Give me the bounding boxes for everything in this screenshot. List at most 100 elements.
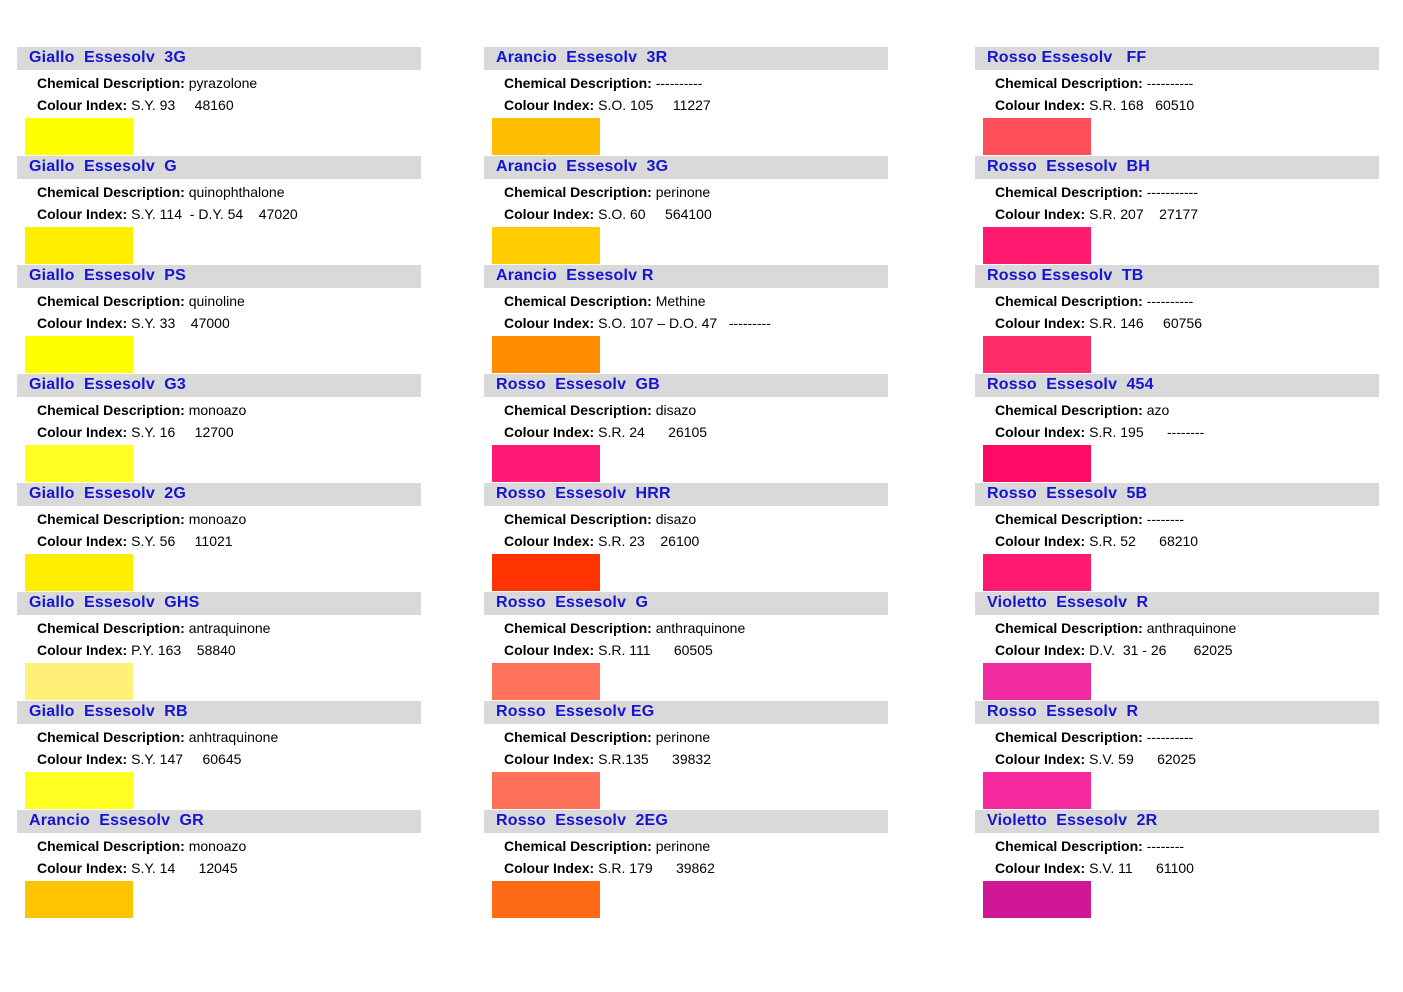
- dye-header-bar: Rosso Essesolv 5B: [975, 483, 1379, 506]
- chemical-description-value: antraquinone: [188, 620, 271, 636]
- chemical-description-value: ----------: [1146, 729, 1194, 745]
- colour-index-label: Colour Index:: [504, 860, 595, 876]
- dye-header-bar: Violetto Essesolv 2R: [975, 810, 1379, 833]
- dye-name: Rosso Essesolv HRR: [496, 485, 671, 502]
- dye-name: Rosso Essesolv 454: [987, 376, 1154, 393]
- chemical-description-row: Chemical Description: ----------: [504, 75, 702, 91]
- chemical-description-label: Chemical Description:: [504, 184, 652, 200]
- dye-name: Rosso Essesolv EG: [496, 703, 655, 720]
- dye-card: Arancio Essesolv 3G Chemical Description:…: [484, 156, 888, 265]
- chemical-description-row: Chemical Description: disazo: [504, 511, 696, 527]
- chemical-description-label: Chemical Description:: [995, 184, 1143, 200]
- colour-index-row: Colour Index: S.Y. 16 12700: [37, 424, 234, 440]
- colour-index-value: D.V. 31 - 26 62025: [1089, 642, 1233, 658]
- chemical-description-value: --------: [1146, 838, 1185, 854]
- dye-card: Arancio Essesolv 3R Chemical Description:…: [484, 47, 888, 156]
- chemical-description-value: quinophthalone: [188, 184, 285, 200]
- colour-index-row: Colour Index: S.R. 168 60510: [995, 97, 1194, 113]
- dye-name: Rosso Essesolv TB: [987, 267, 1144, 284]
- dye-header-bar: Giallo Essesolv G: [17, 156, 421, 179]
- colour-swatch: [25, 445, 133, 482]
- dye-card: Violetto Essesolv 2R Chemical Description…: [975, 810, 1379, 919]
- colour-index-value: S.R. 146 60756: [1089, 315, 1202, 331]
- dye-card: Violetto Essesolv R Chemical Description:…: [975, 592, 1379, 701]
- chemical-description-row: Chemical Description: perinone: [504, 838, 710, 854]
- colour-swatch: [492, 227, 600, 264]
- colour-index-value: S.R. 111 60505: [598, 642, 713, 658]
- colour-swatch: [25, 881, 133, 918]
- dye-name: Arancio Essesolv R: [496, 267, 654, 284]
- colour-index-label: Colour Index:: [37, 860, 128, 876]
- dye-card: Giallo Essesolv 2G Chemical Description: …: [17, 483, 421, 592]
- colour-index-label: Colour Index:: [995, 533, 1086, 549]
- colour-swatch: [983, 336, 1091, 373]
- dye-name: Giallo Essesolv 2G: [29, 485, 186, 502]
- colour-index-row: Colour Index: S.V. 59 62025: [995, 751, 1196, 767]
- dye-header-bar: Arancio Essesolv 3R: [484, 47, 888, 70]
- colour-swatch: [983, 118, 1091, 155]
- chemical-description-label: Chemical Description:: [995, 838, 1143, 854]
- colour-index-row: Colour Index: S.O. 60 564100: [504, 206, 712, 222]
- chemical-description-row: Chemical Description: ----------: [995, 75, 1193, 91]
- dye-header-bar: Rosso Essesolv GB: [484, 374, 888, 397]
- colour-index-row: Colour Index: D.V. 31 - 26 62025: [995, 642, 1233, 658]
- colour-index-row: Colour Index: S.R. 207 27177: [995, 206, 1198, 222]
- colour-swatch: [492, 881, 600, 918]
- colour-swatch: [492, 336, 600, 373]
- colour-index-value: P.Y. 163 58840: [131, 642, 236, 658]
- colour-index-row: Colour Index: S.R. 146 60756: [995, 315, 1202, 331]
- chemical-description-value: pyrazolone: [188, 75, 258, 91]
- chemical-description-row: Chemical Description: perinone: [504, 184, 710, 200]
- dye-column-2: Arancio Essesolv 3R Chemical Description:…: [484, 47, 888, 919]
- colour-index-value: S.Y. 33 47000: [131, 315, 230, 331]
- colour-swatch: [25, 772, 133, 809]
- chemical-description-value: Methine: [655, 293, 706, 309]
- chemical-description-value: perinone: [655, 729, 711, 745]
- chemical-description-label: Chemical Description:: [995, 75, 1143, 91]
- dye-header-bar: Rosso Essesolv 454: [975, 374, 1379, 397]
- colour-index-label: Colour Index:: [995, 97, 1086, 113]
- colour-swatch: [983, 772, 1091, 809]
- dye-name: Giallo Essesolv RB: [29, 703, 188, 720]
- chemical-description-value: perinone: [655, 838, 711, 854]
- dye-card: Giallo Essesolv 3G Chemical Description: …: [17, 47, 421, 156]
- chemical-description-label: Chemical Description:: [504, 729, 652, 745]
- colour-index-row: Colour Index: S.O. 107 – D.O. 47 -------…: [504, 315, 771, 331]
- chemical-description-row: Chemical Description: perinone: [504, 729, 710, 745]
- colour-index-label: Colour Index:: [37, 424, 128, 440]
- colour-index-value: S.R. 195 --------: [1089, 424, 1205, 440]
- chemical-description-row: Chemical Description: ----------: [995, 293, 1193, 309]
- colour-index-value: S.R. 207 27177: [1089, 206, 1199, 222]
- dye-header-bar: Giallo Essesolv GHS: [17, 592, 421, 615]
- colour-index-row: Colour Index: S.R. 111 60505: [504, 642, 713, 658]
- dye-header-bar: Rosso Essesolv FF: [975, 47, 1379, 70]
- dye-name: Rosso Essesolv R: [987, 703, 1139, 720]
- dye-name: Rosso Essesolv GB: [496, 376, 660, 393]
- colour-index-label: Colour Index:: [504, 533, 595, 549]
- colour-index-label: Colour Index:: [37, 97, 128, 113]
- colour-index-label: Colour Index:: [37, 206, 128, 222]
- dye-header-bar: Rosso Essesolv 2EG: [484, 810, 888, 833]
- colour-index-value: S.R. 179 39862: [598, 860, 715, 876]
- chemical-description-value: ----------: [1146, 75, 1194, 91]
- colour-index-label: Colour Index:: [37, 751, 128, 767]
- dye-name: Rosso Essesolv 2EG: [496, 812, 669, 829]
- colour-index-row: Colour Index: S.Y. 56 11021: [37, 533, 233, 549]
- chemical-description-label: Chemical Description:: [995, 620, 1143, 636]
- colour-swatch: [492, 118, 600, 155]
- dye-name: Violetto Essesolv 2R: [987, 812, 1158, 829]
- chemical-description-row: Chemical Description: azo: [995, 402, 1169, 418]
- dye-name: Giallo Essesolv GHS: [29, 594, 200, 611]
- dye-name: Giallo Essesolv PS: [29, 267, 186, 284]
- dye-name: Violetto Essesolv R: [987, 594, 1149, 611]
- chemical-description-row: Chemical Description: antraquinone: [37, 620, 270, 636]
- chemical-description-label: Chemical Description:: [995, 511, 1143, 527]
- colour-index-label: Colour Index:: [995, 206, 1086, 222]
- chemical-description-row: Chemical Description: disazo: [504, 402, 696, 418]
- dye-header-bar: Giallo Essesolv PS: [17, 265, 421, 288]
- chemical-description-label: Chemical Description:: [37, 184, 185, 200]
- chemical-description-row: Chemical Description: -----------: [995, 184, 1198, 200]
- colour-swatch: [983, 663, 1091, 700]
- dye-card: Rosso Essesolv FF Chemical Description: -…: [975, 47, 1379, 156]
- dye-card: Giallo Essesolv RB Chemical Description: …: [17, 701, 421, 810]
